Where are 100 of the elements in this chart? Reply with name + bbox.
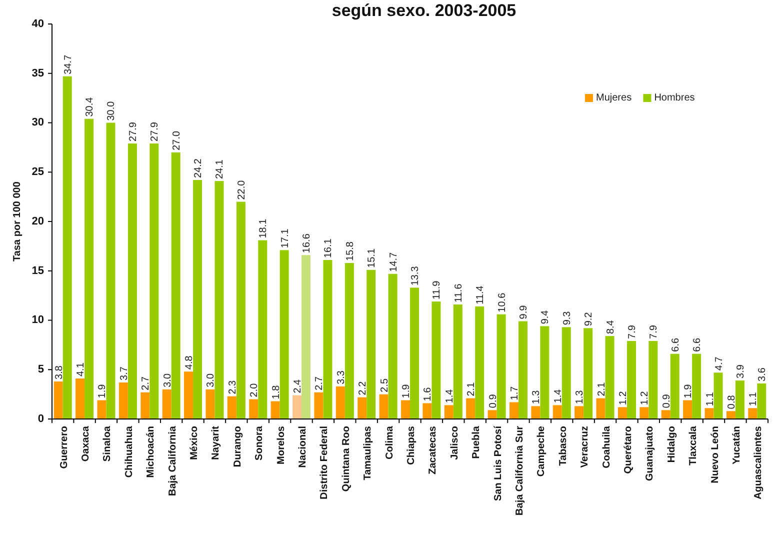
bar — [531, 406, 540, 419]
data-label: 1.1 — [748, 392, 760, 406]
data-label: 2.0 — [249, 382, 260, 398]
x-tick-label: Campeche — [536, 426, 548, 477]
bar — [496, 314, 506, 419]
data-label: 9.3 — [562, 310, 573, 326]
bar — [314, 392, 324, 419]
bar — [726, 411, 736, 419]
data-label: 3.7 — [118, 366, 130, 380]
x-tick-label: Veracruz — [580, 426, 591, 468]
data-label: 4.7 — [714, 356, 725, 371]
bar — [280, 250, 289, 419]
bar — [76, 378, 85, 419]
y-tick-label: 15 — [32, 264, 44, 277]
data-label: 18.1 — [258, 218, 270, 238]
legend-label: Hombres — [654, 92, 695, 104]
data-label: 24.1 — [214, 159, 226, 180]
data-label: 2.2 — [358, 380, 369, 396]
data-label: 1.1 — [704, 392, 716, 406]
data-label: 1.2 — [618, 390, 629, 406]
x-tick-label: Oaxaca — [80, 426, 92, 462]
data-label: 15.8 — [344, 241, 356, 261]
data-label: 2.3 — [227, 380, 238, 394]
x-tick-label: Colima — [384, 426, 396, 460]
data-label: 3.3 — [336, 370, 347, 384]
data-label: 27.0 — [171, 130, 182, 150]
data-label: 6.6 — [670, 337, 682, 352]
bar — [270, 401, 280, 419]
bar — [552, 405, 562, 419]
bar — [640, 407, 649, 419]
bar — [249, 399, 258, 419]
data-label: 3.6 — [757, 367, 768, 382]
data-label: 1.9 — [401, 384, 412, 398]
x-tick-label: Nayarit — [210, 425, 222, 460]
x-tick-label: Guerrero — [58, 426, 70, 469]
data-label: 6.6 — [692, 337, 704, 352]
data-label: 3.0 — [162, 373, 174, 388]
data-label: 9.4 — [540, 310, 552, 324]
x-tick-label: Tlaxcala — [688, 426, 700, 466]
bar — [584, 328, 593, 419]
data-label: 1.7 — [509, 386, 520, 400]
data-label: 1.4 — [444, 388, 456, 404]
bar — [128, 143, 137, 419]
x-tick-label: México — [189, 426, 200, 460]
data-label: 9.2 — [584, 312, 595, 326]
data-label: 0.9 — [488, 394, 499, 408]
bar — [453, 304, 462, 419]
bar — [596, 398, 606, 419]
x-tick-label: Distrito Federal — [319, 426, 330, 500]
bar — [236, 202, 246, 419]
bar — [97, 400, 106, 419]
data-label: 3.0 — [206, 373, 217, 388]
x-tick-label: Nuevo León — [710, 426, 721, 484]
bar — [323, 260, 332, 419]
data-label: 11.9 — [432, 280, 443, 300]
data-label: 1.9 — [97, 384, 108, 398]
data-label: 9.9 — [518, 304, 530, 320]
x-tick-label: Zacatecas — [428, 426, 439, 474]
x-tick-label: Aguascalientes — [753, 426, 764, 500]
data-label: 27.9 — [150, 122, 161, 142]
bar — [748, 408, 758, 419]
bar — [162, 389, 172, 419]
data-label: 10.6 — [496, 292, 508, 312]
x-tick-label: Yucatán — [731, 426, 742, 464]
data-label: 30.0 — [106, 100, 118, 121]
y-tick-label: 40 — [32, 18, 44, 30]
x-tick-label: Chiapas — [406, 426, 417, 465]
data-label: 1.3 — [574, 390, 586, 404]
bar — [344, 262, 354, 419]
bar — [366, 270, 376, 419]
y-tick-label: 5 — [38, 364, 44, 376]
bar — [692, 354, 702, 419]
data-label: 2.7 — [140, 376, 152, 390]
x-tick-label: Michoacán — [146, 426, 157, 478]
data-label: 30.4 — [84, 96, 96, 117]
data-label: 0.8 — [726, 394, 738, 410]
y-tick-label: 10 — [32, 314, 44, 326]
y-tick-label: 30 — [32, 116, 44, 129]
data-label: 3.8 — [54, 365, 65, 380]
bar — [562, 327, 571, 419]
bar — [540, 326, 550, 419]
data-label: 17.1 — [280, 228, 291, 248]
data-label: 1.8 — [270, 384, 282, 400]
data-label: 4.8 — [184, 355, 196, 370]
data-label: 24.2 — [193, 158, 204, 178]
bar — [683, 400, 692, 419]
bar — [626, 340, 636, 419]
y-tick-label: 20 — [32, 215, 44, 228]
x-tick-label: Coahuila — [601, 426, 612, 468]
x-tick-label: Sinaloa — [102, 426, 114, 462]
bar — [670, 354, 680, 419]
bar — [618, 407, 627, 419]
x-tick-label: Tabasco — [558, 426, 569, 466]
data-label: 0.9 — [661, 394, 672, 408]
x-tick-label: Sonora — [254, 426, 266, 460]
bar — [444, 405, 454, 419]
bar — [400, 400, 410, 419]
data-label: 2.4 — [292, 378, 304, 394]
x-tick-label: San Luis Potosí — [492, 424, 504, 502]
bar — [140, 392, 150, 419]
